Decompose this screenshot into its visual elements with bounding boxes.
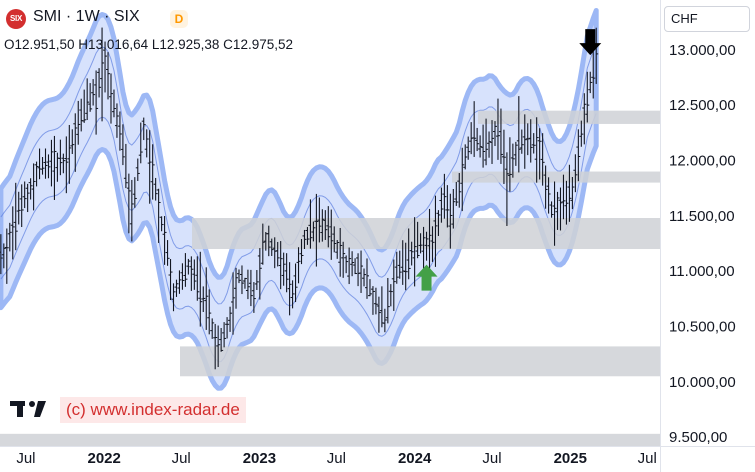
arrow-down-icon — [579, 29, 602, 56]
y-tick-label: 11.500,00 — [669, 208, 735, 225]
x-tick-label: Jul — [327, 450, 346, 467]
six-logo-icon: SIX — [6, 9, 26, 29]
x-tick-label: 2025 — [554, 450, 587, 467]
zone-5 — [0, 433, 660, 446]
delayed-data-badge[interactable]: D — [170, 10, 188, 28]
x-tick-label: Jul — [172, 450, 191, 467]
y-tick-label: 10.500,00 — [669, 318, 736, 335]
x-tick-label: Jul — [638, 450, 657, 467]
y-tick-label: 13.000,00 — [669, 42, 736, 59]
y-tick-label: 12.000,00 — [669, 152, 736, 169]
x-tick-label: 2024 — [398, 450, 432, 467]
y-tick-label: 11.000,00 — [669, 263, 735, 280]
ohlc-readout: O12.951,50 H13.016,64 L12.925,38 C12.975… — [4, 37, 293, 52]
symbol-title[interactable]: SMI · 1W · SIX — [33, 8, 140, 25]
tradingview-logo-icon — [10, 401, 46, 417]
x-tick-label: Jul — [482, 450, 501, 467]
y-tick-label: 10.000,00 — [669, 374, 736, 391]
y-tick-label: 12.500,00 — [669, 97, 736, 114]
x-tick-label: Jul — [16, 450, 35, 467]
x-tick-label: 2022 — [88, 450, 121, 467]
zone-4 — [180, 346, 660, 377]
y-tick-label: 9.500,00 — [669, 429, 727, 446]
arrow-up-icon — [415, 264, 438, 291]
currency-selector[interactable]: CHF — [664, 6, 750, 32]
zone-2 — [452, 171, 660, 183]
zone-1 — [478, 110, 660, 124]
x-tick-label: 2023 — [243, 450, 276, 467]
watermark-text: (c) www.index-radar.de — [60, 397, 246, 423]
chart-header: SIX SMI · 1W · SIX D O12.951,50 H13.016,… — [0, 0, 660, 58]
